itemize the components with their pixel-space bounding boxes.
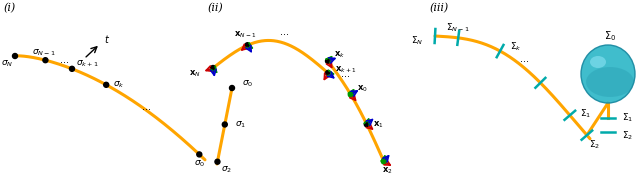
Text: $\Sigma_k$: $\Sigma_k$ (510, 41, 522, 53)
Text: $\sigma_k$: $\sigma_k$ (113, 80, 125, 90)
Text: (i): (i) (4, 3, 16, 13)
Circle shape (13, 54, 17, 59)
Text: $\sigma_1$: $\sigma_1$ (235, 119, 246, 130)
Circle shape (364, 122, 369, 127)
Text: $t$: $t$ (104, 33, 110, 45)
Ellipse shape (586, 67, 634, 97)
Circle shape (326, 59, 330, 63)
Circle shape (326, 70, 330, 76)
Text: $\Sigma_{N-1}$: $\Sigma_{N-1}$ (446, 22, 470, 34)
Ellipse shape (581, 45, 635, 103)
Circle shape (70, 66, 74, 71)
Circle shape (348, 92, 353, 97)
Text: ...: ... (341, 69, 350, 78)
Text: ...: ... (60, 55, 69, 65)
Text: $\Sigma_2$: $\Sigma_2$ (622, 130, 633, 142)
Text: $\mathbf{x}_{N-1}$: $\mathbf{x}_{N-1}$ (234, 30, 257, 41)
Text: $\Sigma_0$: $\Sigma_0$ (604, 29, 616, 43)
Text: $\mathbf{x}_2$: $\mathbf{x}_2$ (381, 165, 392, 176)
Text: $\mathbf{x}_N$: $\mathbf{x}_N$ (189, 69, 201, 79)
Circle shape (245, 43, 250, 48)
Text: $\sigma_{k+1}$: $\sigma_{k+1}$ (76, 59, 99, 69)
Text: ...: ... (142, 102, 151, 112)
Text: $\Sigma_1$: $\Sigma_1$ (580, 107, 591, 120)
Text: $\Sigma_N$: $\Sigma_N$ (411, 35, 423, 47)
Circle shape (222, 122, 227, 127)
Text: $\sigma_0$: $\sigma_0$ (242, 79, 253, 89)
Text: (iii): (iii) (430, 3, 449, 13)
Text: $\mathbf{x}_1$: $\mathbf{x}_1$ (374, 119, 384, 129)
Circle shape (215, 159, 220, 164)
Circle shape (230, 86, 234, 91)
Circle shape (104, 82, 109, 87)
Circle shape (211, 65, 216, 70)
Circle shape (381, 159, 387, 164)
Text: $\Sigma_1$: $\Sigma_1$ (622, 112, 633, 124)
Circle shape (197, 152, 202, 157)
Text: $\Sigma_2$: $\Sigma_2$ (589, 139, 600, 151)
Ellipse shape (590, 56, 606, 68)
Text: $\sigma_{N-1}$: $\sigma_{N-1}$ (31, 48, 55, 58)
Text: (ii): (ii) (207, 3, 223, 13)
Text: ...: ... (280, 27, 289, 37)
Text: $\sigma_0$: $\sigma_0$ (194, 158, 205, 169)
Circle shape (43, 58, 48, 63)
Text: $\mathbf{x}_0$: $\mathbf{x}_0$ (357, 83, 368, 94)
Text: $\mathbf{x}_{k+1}$: $\mathbf{x}_{k+1}$ (335, 65, 356, 75)
Text: ...: ... (520, 54, 529, 64)
Text: $\mathbf{x}_k$: $\mathbf{x}_k$ (335, 50, 346, 60)
Text: $\sigma_2$: $\sigma_2$ (221, 164, 232, 175)
Text: $\sigma_N$: $\sigma_N$ (1, 59, 13, 69)
